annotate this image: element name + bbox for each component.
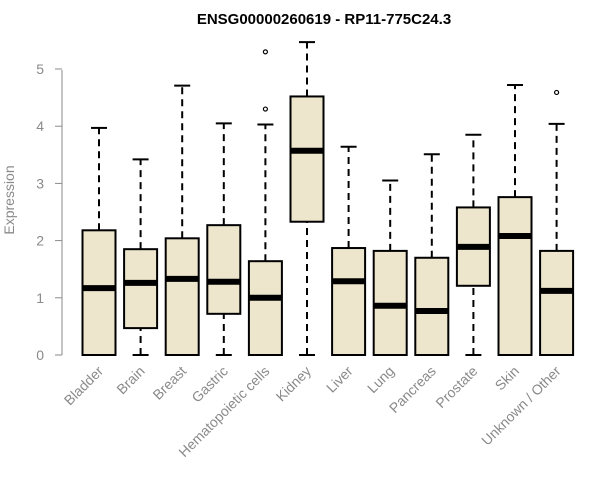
x-category-label: Unknown / Other	[478, 363, 564, 449]
x-category-label: Skin	[492, 363, 523, 394]
chart-title: ENSG00000260619 - RP11-775C24.3	[197, 11, 451, 28]
x-category-label: Liver	[323, 363, 356, 396]
outlier-point	[262, 106, 268, 112]
outlier-point	[553, 89, 560, 96]
y-tick-label: 1	[36, 290, 44, 306]
y-axis-label: Expression	[1, 165, 17, 234]
y-tick-label: 5	[36, 61, 44, 77]
box-2	[123, 158, 159, 356]
iqr-box	[331, 247, 367, 356]
iqr-box	[164, 237, 200, 356]
x-category-label: Prostate	[432, 363, 480, 411]
box-series	[81, 41, 575, 357]
outlier-point	[262, 49, 268, 55]
x-category-label: Kidney	[273, 363, 315, 405]
x-category-label: Bladder	[61, 363, 107, 409]
box-9	[414, 153, 450, 357]
box-4	[206, 122, 242, 356]
iqr-box	[247, 260, 283, 356]
iqr-box	[414, 256, 450, 357]
box-8	[372, 179, 408, 356]
iqr-box	[497, 196, 533, 356]
box-3	[164, 84, 200, 356]
y-tick-label: 3	[36, 175, 44, 191]
y-tick-label: 2	[36, 233, 44, 249]
y-tick-label: 4	[36, 118, 44, 134]
box-1	[81, 126, 117, 356]
iqr-box	[81, 229, 117, 356]
box-12	[539, 89, 575, 356]
x-category-label: Lung	[364, 363, 397, 396]
iqr-box	[123, 248, 159, 330]
box-6	[289, 41, 325, 356]
y-axis-ticks: 0 1 2 3 4 5	[36, 61, 62, 363]
box-10	[455, 133, 491, 356]
box-5	[247, 49, 283, 356]
y-tick-label: 0	[36, 347, 44, 363]
iqr-box	[539, 249, 575, 356]
iqr-box	[206, 224, 242, 315]
box-7	[331, 145, 367, 356]
x-category-label: Breast	[149, 363, 189, 403]
iqr-box	[289, 95, 325, 223]
box-11	[497, 84, 533, 356]
x-category-label: Brain	[113, 363, 147, 397]
